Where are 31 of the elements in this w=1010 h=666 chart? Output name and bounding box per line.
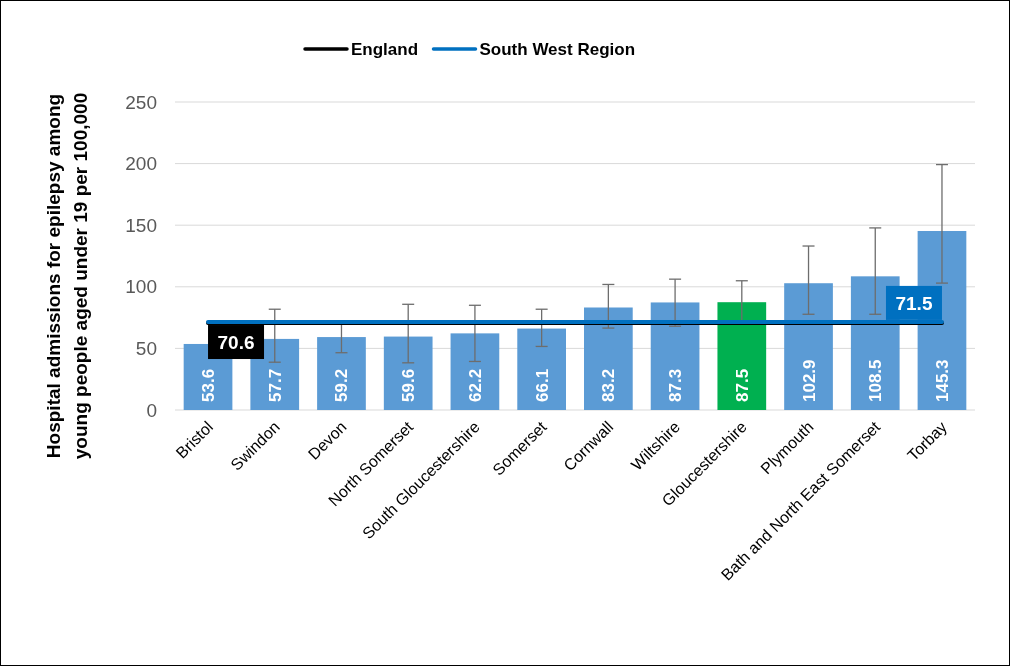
y-tick-label: 250 xyxy=(125,91,157,113)
bar xyxy=(584,307,633,410)
data-label: 83.2 xyxy=(599,368,619,402)
bar xyxy=(650,302,700,410)
legend-label: England xyxy=(351,40,419,59)
y-tick-label: 150 xyxy=(125,214,157,236)
data-label: 66.1 xyxy=(532,368,552,402)
data-label: 87.3 xyxy=(666,368,686,402)
legend-label: South West Region xyxy=(479,40,636,59)
data-label: 59.2 xyxy=(332,368,352,402)
data-label: 70.6 xyxy=(217,332,255,354)
data-label: 145.3 xyxy=(932,359,952,402)
data-label: 59.6 xyxy=(399,368,419,402)
bar xyxy=(717,302,767,410)
y-tick-label: 50 xyxy=(135,338,157,360)
data-label: 71.5 xyxy=(895,292,933,314)
bar xyxy=(383,336,433,410)
y-axis-title: Hospital admissions for epilepsy among young people aged under 19 per 100,000 xyxy=(43,92,91,460)
bar xyxy=(784,283,833,410)
data-label: 62.2 xyxy=(465,368,485,402)
bar xyxy=(317,337,366,410)
data-label: 102.9 xyxy=(799,359,819,402)
bar xyxy=(450,333,500,410)
data-label: 53.6 xyxy=(199,368,219,402)
data-label: 87.5 xyxy=(732,368,752,402)
data-label: 108.5 xyxy=(866,359,886,402)
data-label: 57.7 xyxy=(265,368,285,402)
y-tick-label: 200 xyxy=(125,153,157,175)
bar xyxy=(517,328,566,410)
y-tick-label: 100 xyxy=(125,276,157,298)
y-tick-label: 0 xyxy=(146,399,157,421)
